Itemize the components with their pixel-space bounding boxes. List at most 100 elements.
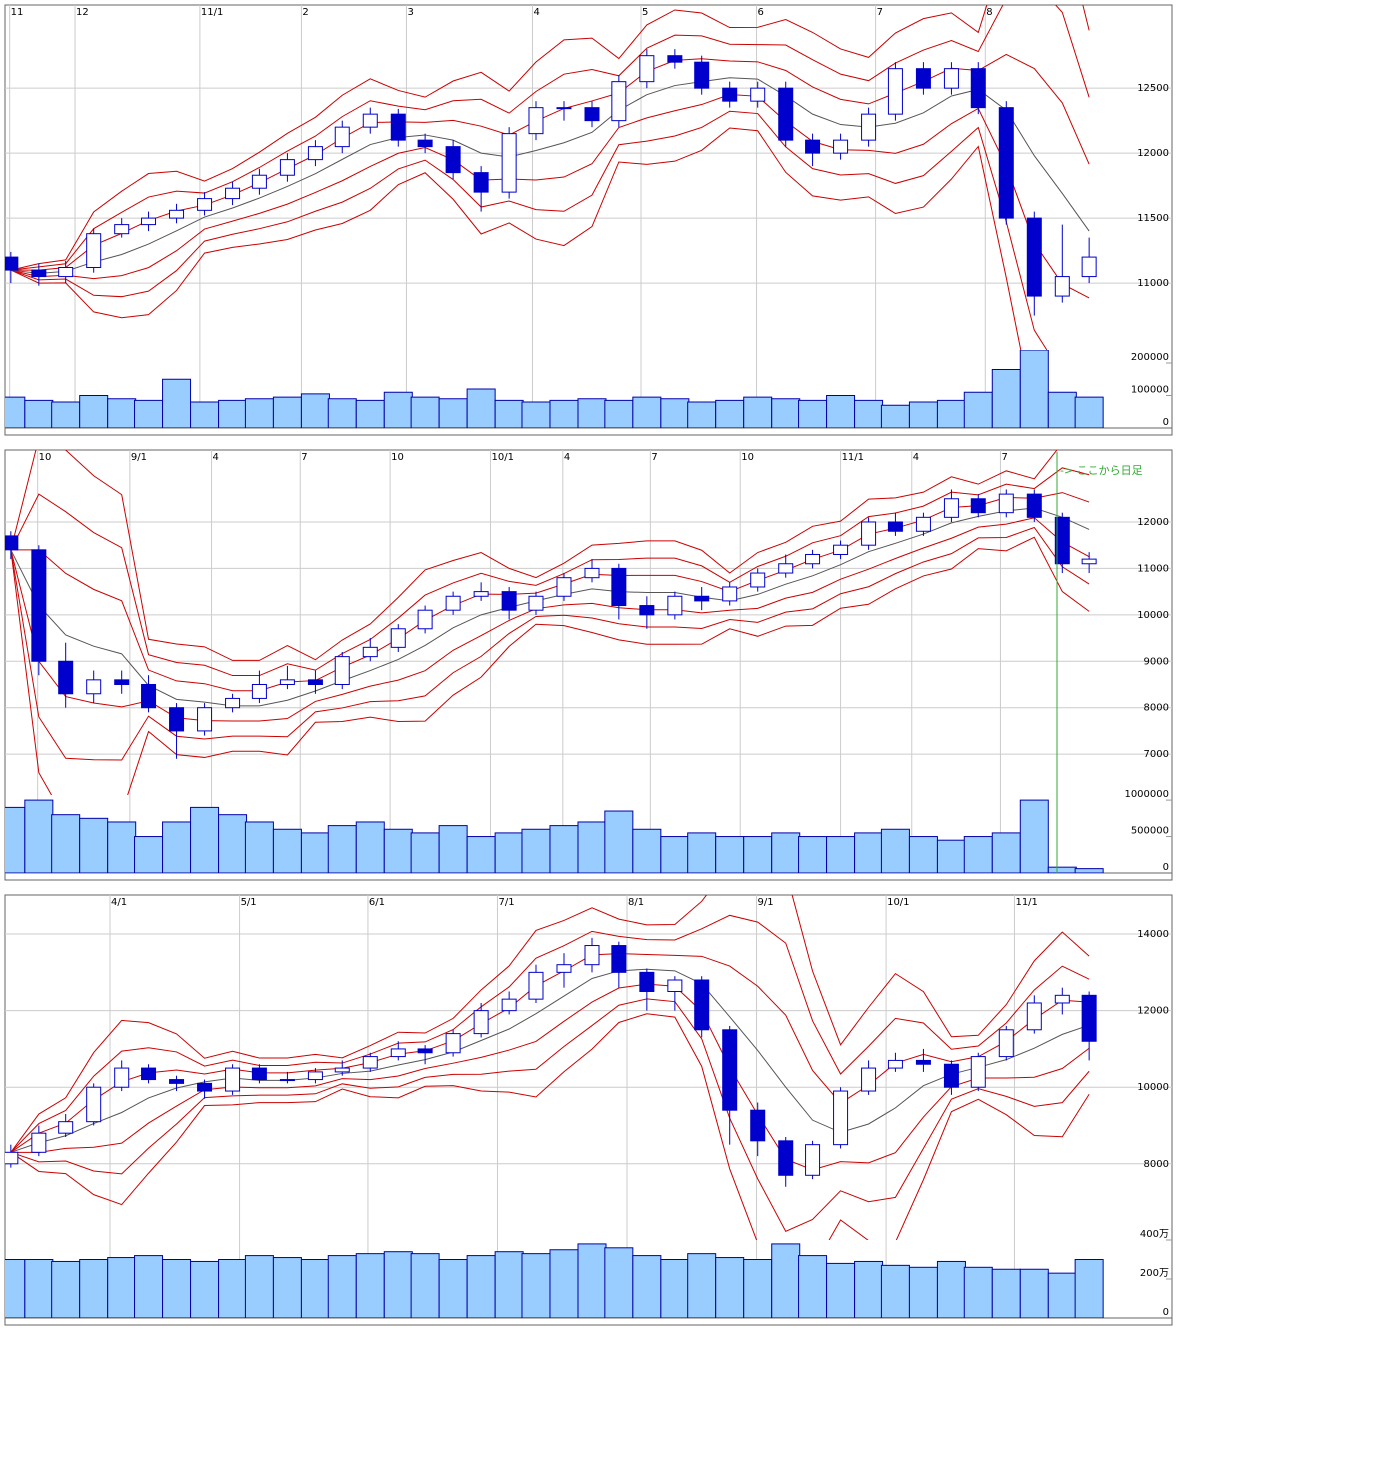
x-tick-label: 5 [642,7,648,18]
candle-body [445,1033,461,1054]
volume-bar [107,398,137,428]
volume-bar [880,1264,910,1318]
volume-bar [604,810,634,873]
volume-bar [991,1268,1021,1318]
volume-bar [272,828,302,873]
candle-body [887,1059,903,1069]
y-tick-label: 8000 [1144,703,1169,714]
volume-bar [190,401,220,428]
candle-body [970,498,986,514]
candle-body [501,591,517,611]
candle-body [225,697,241,709]
candle-body [501,133,517,193]
bollinger-band [10,895,1090,1153]
candle-body [307,1071,323,1081]
volume-bar [521,401,551,428]
volume-bar [162,1259,192,1318]
volume-bar [162,821,192,873]
candle-body [861,521,877,546]
price-pane [5,450,1097,795]
volume-bar [466,836,496,873]
volume-bar [24,799,54,873]
candle-body [722,586,738,602]
bollinger-band [10,536,1090,795]
bollinger-band [10,953,1090,1153]
volume-bar [107,821,137,873]
volume-bar [494,832,524,873]
price-pane [5,895,1097,1240]
bollinger-band [10,998,1090,1232]
bollinger-band [10,983,1090,1171]
volume-bar [1019,350,1049,428]
bollinger-band [10,94,1090,299]
candle-body [251,683,267,699]
volume-tick-label: 500000 [1131,826,1169,837]
volume-bar [936,1260,966,1318]
volume-bar [604,399,634,428]
candle-body [58,660,74,695]
candle-body [334,1067,350,1073]
candle-body [528,595,544,611]
candle-body [251,174,267,189]
volume-bar [51,1260,81,1318]
x-tick-label: 9/1 [131,452,147,463]
candle-body [1081,256,1097,278]
volume-bar [300,393,330,428]
bollinger-band [10,467,1090,677]
volume-bar [880,828,910,873]
candle-body [417,609,433,630]
bollinger-band [10,492,1090,692]
volume-bar [577,1243,607,1318]
candle-body [750,1109,766,1142]
volume-bar [687,401,717,428]
candle-body [943,68,959,89]
candle-body [362,646,378,658]
y-tick-label: 11000 [1137,278,1169,289]
volume-bar [410,832,440,873]
candle-body [750,572,766,588]
volume-bar [383,828,413,873]
x-tick-label: 8 [986,7,992,18]
candle-body [114,224,130,235]
volume-bars [5,350,1104,428]
volume-bar [1019,1268,1049,1318]
candle-body [473,591,489,597]
bollinger-band [10,127,1022,350]
chart-panel: 10 9/1 4 7 10 10/1 4 7 10 11/1 4 7 7000 8000 9000 10000… [4,449,1173,881]
volume-bar [660,836,690,873]
candle-body [31,269,47,278]
candle-body [307,146,323,161]
volume-bar [5,806,26,873]
volume-bar [51,401,81,428]
bollinger-band [10,1013,1090,1240]
x-tick-label: 9/1 [758,897,774,908]
candle-body [722,1029,738,1111]
volume-bar [272,1257,302,1318]
candle-body [556,577,572,597]
volume-bar [162,378,192,428]
bollinger-band [10,517,1090,722]
volume-bar [244,1255,274,1318]
x-tick-label: 4 [533,7,539,18]
candle-body [639,971,655,992]
volume-bar [798,399,828,428]
candle-body [334,126,350,148]
volume-bar [272,396,302,428]
volume-bar [383,1251,413,1318]
candle-body [970,68,986,109]
volume-bar [5,396,26,428]
candle-body [778,87,794,141]
volume-bar [1074,1259,1104,1318]
volume-bar [327,1255,357,1318]
x-tick-label: 11 [11,7,24,18]
x-tick-label: 3 [407,7,413,18]
bollinger-band [10,53,1090,271]
volume-bar [1019,799,1049,873]
volume-bar [715,399,745,428]
x-tick-label: 11/1 [842,452,864,463]
volume-bar [134,399,164,428]
candle-body [86,1086,102,1123]
candle-body [805,1144,821,1176]
volume-bar [687,1253,717,1318]
candle-body [611,567,627,607]
